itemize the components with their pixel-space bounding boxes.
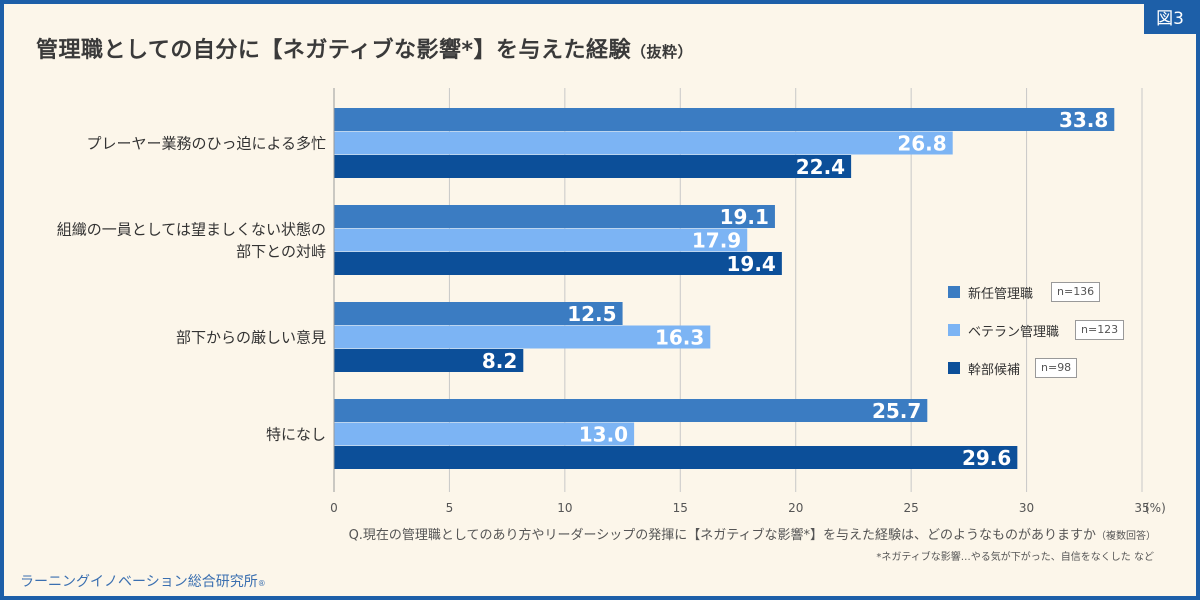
question-text: Q.現在の管理職としてのあり方やリーダーシップの発揮に【ネガティブな影響*】を与… — [349, 524, 1156, 543]
company-name: ラーニングイノベーション総合研究所® — [20, 571, 266, 591]
bar-value-label: 19.4 — [727, 252, 776, 276]
category-labels: プレーヤー業務のひっ迫による多忙組織の一員としては望ましくない状態の部下との対峙… — [57, 134, 326, 443]
x-axis: 0 5 10 15 20 25 30 35(%) — [330, 88, 1166, 515]
bar-value-label: 17.9 — [692, 228, 741, 252]
bar-value-label: 13.0 — [579, 422, 628, 446]
bar — [334, 228, 748, 252]
bar-value-label: 19.1 — [720, 205, 769, 229]
x-tick-label: 35 — [1134, 501, 1149, 515]
question-main: Q.現在の管理職としてのあり方やリーダーシップの発揮に【ネガティブな影響*】を与… — [348, 528, 1096, 543]
figure-label: 図3 — [1144, 4, 1196, 34]
bar — [334, 155, 852, 178]
bar-value-label: 29.6 — [962, 446, 1011, 470]
bar-chart: 33.8 19.1 12.5 25.7 26.8 17.9 16.3 13.0 22.4 19.4… — [57, 88, 1166, 515]
x-tick-label: 25 — [904, 501, 919, 515]
x-tick-label: 20 — [788, 501, 803, 515]
company-name-text: ラーニングイノベーション総合研究所 — [20, 574, 258, 590]
x-tick-label: 15 — [673, 501, 688, 515]
chart-title-main: 管理職としての自分に【ネガティブな影響*】を与えた経験 — [36, 38, 632, 63]
bar — [334, 205, 775, 228]
bar — [334, 399, 928, 422]
bar — [334, 131, 953, 155]
bar-value-label: 16.3 — [655, 325, 704, 349]
bar-value-label: 25.7 — [872, 399, 921, 423]
legend-name-new: 新任管理職 — [968, 287, 1034, 302]
bar — [334, 422, 635, 446]
legend-n-veteran: n=123 — [1075, 320, 1125, 340]
bar-value-label: 26.8 — [897, 131, 946, 155]
bar-value-label: 12.5 — [567, 302, 616, 326]
legend-swatch-candidate — [948, 362, 960, 374]
x-tick-label: 30 — [1019, 501, 1034, 515]
x-tick-label: 10 — [557, 501, 572, 515]
legend-swatch-veteran — [948, 324, 960, 336]
x-tick-label: 5 — [446, 501, 454, 515]
bar-value-label: 33.8 — [1059, 108, 1108, 132]
chart-title: 管理職としての自分に【ネガティブな影響*】を与えた経験（抜粋） — [36, 32, 693, 64]
legend-swatch-new — [948, 286, 960, 298]
category-label: 部下からの厳しい意見 — [176, 328, 326, 346]
bar — [334, 252, 782, 275]
category-label: 特になし — [266, 425, 326, 443]
bar — [334, 325, 711, 349]
chart-title-suffix: （抜粋） — [631, 43, 694, 61]
footnote: *ネガティブな影響…やる気が下がった、自信をなくした など — [876, 552, 1154, 563]
category-label: 組織の一員としては望ましくない状態の — [57, 220, 326, 238]
x-tick-label: 0 — [330, 501, 338, 515]
bars: 33.8 19.1 12.5 25.7 26.8 17.9 16.3 13.0 22.4 19.4… — [334, 108, 1115, 470]
legend-n-candidate: n=98 — [1035, 358, 1078, 378]
bar — [334, 302, 623, 325]
x-unit-label: (%) — [1145, 501, 1166, 515]
bar — [334, 349, 524, 372]
category-label: プレーヤー業務のひっ迫による多忙 — [86, 134, 326, 152]
registered-mark: ® — [257, 579, 266, 588]
bar — [334, 446, 1018, 469]
category-label: 部下との対峙 — [236, 242, 326, 260]
question-suffix: （複数回答） — [1096, 531, 1156, 542]
legend-name-candidate: 幹部候補 — [968, 363, 1021, 378]
bar — [334, 108, 1115, 131]
legend-n-new: n=136 — [1051, 282, 1101, 302]
bar-value-label: 8.2 — [482, 349, 517, 373]
bar-value-label: 22.4 — [796, 155, 845, 179]
legend-name-veteran: ベテラン管理職 — [968, 325, 1060, 340]
